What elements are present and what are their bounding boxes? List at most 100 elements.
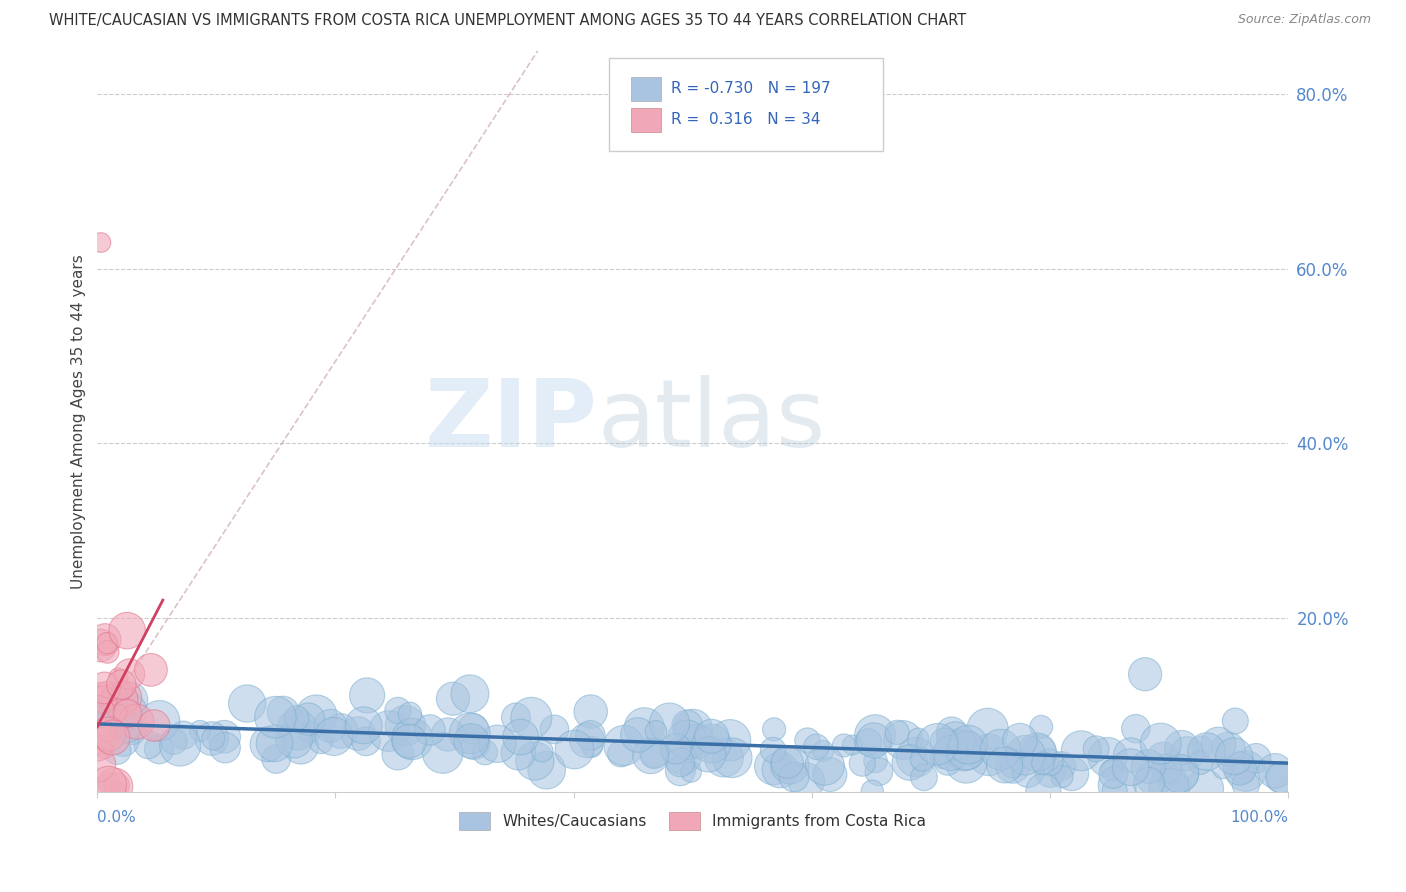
Point	[458, 687, 481, 701]
Point	[319, 719, 342, 733]
Point	[387, 747, 409, 761]
Point	[863, 728, 886, 742]
Point	[115, 624, 138, 638]
Point	[1085, 741, 1108, 756]
Point	[96, 636, 118, 650]
Point	[856, 735, 879, 749]
Point	[1104, 783, 1126, 797]
Point	[953, 743, 976, 757]
Point	[721, 750, 744, 764]
Text: atlas: atlas	[598, 376, 825, 467]
Point	[163, 734, 186, 748]
Point	[1234, 778, 1257, 792]
Point	[886, 725, 908, 739]
Point	[115, 704, 138, 718]
Point	[103, 780, 125, 794]
Point	[1270, 770, 1292, 784]
Point	[118, 693, 141, 707]
Point	[1189, 756, 1212, 770]
Point	[298, 725, 321, 739]
Point	[93, 692, 115, 706]
Point	[322, 730, 344, 744]
Point	[1144, 770, 1167, 784]
Point	[783, 770, 806, 784]
Point	[1008, 733, 1031, 747]
Point	[110, 677, 132, 691]
Point	[1191, 739, 1213, 754]
Point	[1229, 762, 1251, 776]
Point	[520, 711, 543, 725]
Point	[1028, 745, 1050, 759]
Point	[1168, 766, 1191, 780]
Point	[202, 731, 225, 746]
Point	[672, 748, 695, 763]
Point	[860, 784, 883, 798]
Point	[1017, 764, 1039, 779]
Point	[87, 740, 110, 755]
Point	[581, 739, 603, 754]
Point	[1192, 781, 1215, 796]
Point	[97, 727, 120, 741]
Point	[356, 689, 378, 703]
Point	[305, 708, 328, 723]
Point	[214, 740, 236, 755]
Point	[1107, 778, 1129, 792]
Point	[1170, 740, 1192, 755]
Point	[1097, 750, 1119, 764]
Point	[994, 758, 1017, 772]
Point	[645, 724, 668, 739]
Point	[762, 759, 785, 773]
Point	[665, 741, 688, 756]
Point	[818, 767, 841, 781]
Point	[1133, 667, 1156, 681]
Point	[898, 756, 921, 770]
Point	[763, 723, 786, 737]
Point	[107, 670, 129, 684]
Point	[86, 705, 108, 719]
Point	[700, 737, 723, 751]
Point	[188, 724, 211, 739]
Point	[105, 785, 128, 799]
Point	[121, 724, 143, 739]
Point	[633, 721, 655, 735]
Point	[89, 639, 111, 653]
Point	[505, 710, 527, 724]
Point	[1234, 764, 1257, 778]
Point	[1026, 745, 1049, 759]
Point	[114, 719, 136, 733]
Text: R = -0.730   N = 197: R = -0.730 N = 197	[671, 81, 831, 96]
Point	[531, 744, 554, 758]
Point	[139, 663, 162, 677]
Point	[676, 732, 699, 747]
Point	[1171, 766, 1194, 780]
Point	[1137, 776, 1160, 790]
FancyBboxPatch shape	[631, 77, 661, 101]
Point	[779, 757, 801, 772]
Point	[148, 742, 170, 756]
Point	[458, 726, 481, 740]
Point	[865, 754, 887, 768]
Point	[718, 733, 741, 747]
Point	[1244, 751, 1267, 765]
Point	[285, 723, 308, 737]
Point	[851, 756, 873, 771]
Point	[98, 776, 121, 790]
Point	[463, 736, 485, 750]
Text: 100.0%: 100.0%	[1230, 811, 1288, 825]
Point	[1208, 738, 1230, 752]
Point	[643, 747, 665, 762]
Point	[419, 723, 441, 737]
Point	[112, 733, 135, 747]
Point	[114, 690, 136, 705]
Point	[1119, 760, 1142, 774]
Point	[955, 744, 977, 758]
Point	[1050, 770, 1073, 784]
Point	[1039, 765, 1062, 780]
Point	[713, 750, 735, 764]
Point	[508, 746, 530, 760]
Point	[1230, 763, 1253, 777]
Point	[806, 739, 828, 754]
Point	[796, 733, 818, 747]
Point	[172, 728, 194, 742]
Point	[1156, 762, 1178, 776]
